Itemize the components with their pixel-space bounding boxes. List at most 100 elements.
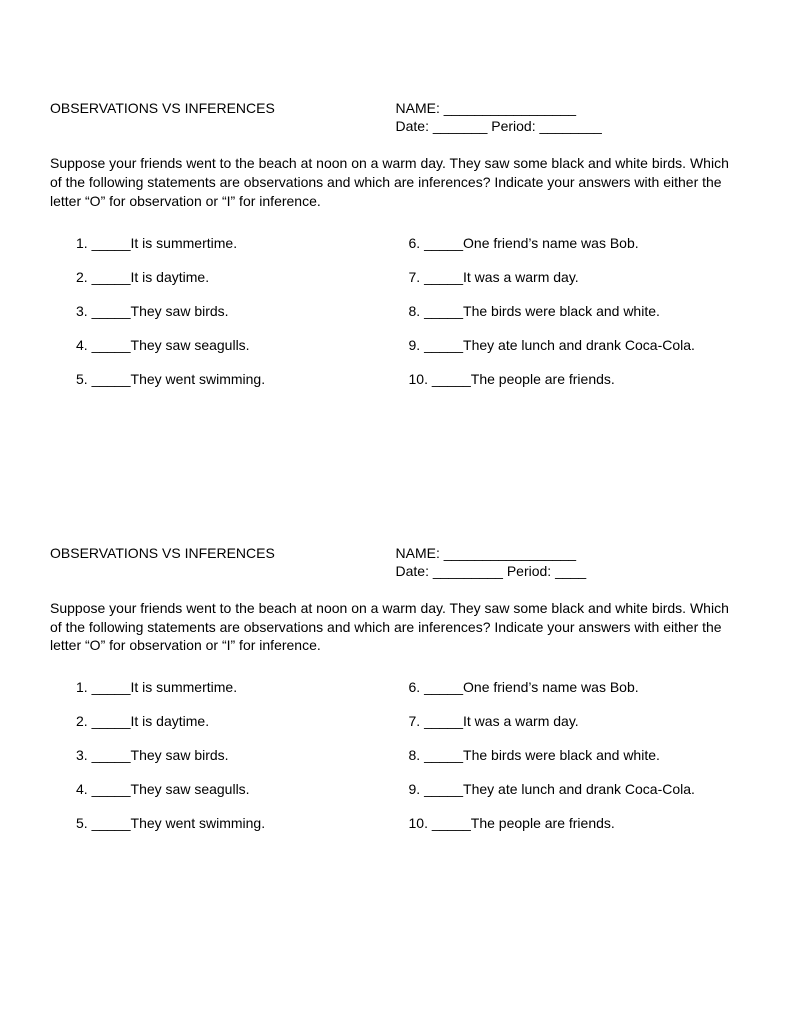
question-item: 2. _____It is daytime. bbox=[76, 713, 409, 729]
answer-blank: _____ bbox=[432, 371, 471, 387]
answer-blank: _____ bbox=[424, 303, 463, 319]
question-number: 3. bbox=[76, 303, 88, 319]
answer-blank: _____ bbox=[92, 303, 131, 319]
question-number: 10. bbox=[409, 815, 428, 831]
question-number: 10. bbox=[409, 371, 428, 387]
question-number: 1. bbox=[76, 235, 88, 251]
instructions-text: Suppose your friends went to the beach a… bbox=[50, 599, 741, 656]
header-row-2: Date: _______ Period: ________ bbox=[50, 118, 741, 134]
answer-blank: _____ bbox=[424, 713, 463, 729]
date-period-field: Date: _________ Period: ____ bbox=[396, 563, 742, 579]
question-item: 7. _____It was a warm day. bbox=[409, 269, 742, 285]
question-number: 7. bbox=[409, 713, 421, 729]
question-text: It is summertime. bbox=[131, 679, 238, 695]
question-item: 4. _____They saw seagulls. bbox=[76, 337, 409, 353]
question-item: 5. _____They went swimming. bbox=[76, 815, 409, 831]
question-text: The birds were black and white. bbox=[463, 747, 660, 763]
questions-right-column: 6. _____One friend’s name was Bob. 7. __… bbox=[409, 235, 742, 405]
question-text: They saw seagulls. bbox=[131, 781, 250, 797]
question-number: 6. bbox=[409, 235, 421, 251]
answer-blank: _____ bbox=[92, 679, 131, 695]
question-text: They ate lunch and drank Coca-Cola. bbox=[463, 781, 695, 797]
spacer bbox=[50, 118, 396, 134]
answer-blank: _____ bbox=[424, 679, 463, 695]
question-number: 1. bbox=[76, 679, 88, 695]
question-item: 8. _____The birds were black and white. bbox=[409, 747, 742, 763]
question-text: They saw birds. bbox=[131, 747, 229, 763]
worksheet-title: OBSERVATIONS VS INFERENCES bbox=[50, 100, 396, 116]
question-item: 4. _____They saw seagulls. bbox=[76, 781, 409, 797]
answer-blank: _____ bbox=[92, 815, 131, 831]
question-text: The birds were black and white. bbox=[463, 303, 660, 319]
questions-left-column: 1. _____It is summertime. 2. _____It is … bbox=[76, 235, 409, 405]
instructions-text: Suppose your friends went to the beach a… bbox=[50, 154, 741, 211]
header-row: OBSERVATIONS VS INFERENCES NAME: _______… bbox=[50, 100, 741, 116]
answer-blank: _____ bbox=[92, 781, 131, 797]
question-item: 1. _____It is summertime. bbox=[76, 679, 409, 695]
answer-blank: _____ bbox=[432, 815, 471, 831]
question-text: It was a warm day. bbox=[463, 269, 579, 285]
question-number: 3. bbox=[76, 747, 88, 763]
questions-container: 1. _____It is summertime. 2. _____It is … bbox=[50, 235, 741, 405]
question-number: 5. bbox=[76, 371, 88, 387]
question-item: 5. _____They went swimming. bbox=[76, 371, 409, 387]
header-row-2: Date: _________ Period: ____ bbox=[50, 563, 741, 579]
question-text: It is daytime. bbox=[131, 269, 210, 285]
name-field: NAME: _________________ bbox=[396, 100, 742, 116]
question-item: 9. _____They ate lunch and drank Coca-Co… bbox=[409, 781, 742, 797]
question-item: 8. _____The birds were black and white. bbox=[409, 303, 742, 319]
question-number: 2. bbox=[76, 713, 88, 729]
question-text: The people are friends. bbox=[471, 371, 615, 387]
question-number: 8. bbox=[409, 747, 421, 763]
question-item: 6. _____One friend’s name was Bob. bbox=[409, 679, 742, 695]
questions-container: 1. _____It is summertime. 2. _____It is … bbox=[50, 679, 741, 849]
answer-blank: _____ bbox=[424, 337, 463, 353]
name-field: NAME: _________________ bbox=[396, 545, 742, 561]
question-number: 9. bbox=[409, 337, 421, 353]
worksheet-title: OBSERVATIONS VS INFERENCES bbox=[50, 545, 396, 561]
question-number: 5. bbox=[76, 815, 88, 831]
question-text: They went swimming. bbox=[131, 371, 266, 387]
answer-blank: _____ bbox=[92, 269, 131, 285]
question-number: 4. bbox=[76, 781, 88, 797]
questions-left-column: 1. _____It is summertime. 2. _____It is … bbox=[76, 679, 409, 849]
question-number: 2. bbox=[76, 269, 88, 285]
answer-blank: _____ bbox=[92, 337, 131, 353]
answer-blank: _____ bbox=[92, 371, 131, 387]
question-number: 9. bbox=[409, 781, 421, 797]
question-text: It was a warm day. bbox=[463, 713, 579, 729]
header-row: OBSERVATIONS VS INFERENCES NAME: _______… bbox=[50, 545, 741, 561]
question-text: It is summertime. bbox=[131, 235, 238, 251]
date-period-field: Date: _______ Period: ________ bbox=[396, 118, 742, 134]
answer-blank: _____ bbox=[424, 235, 463, 251]
answer-blank: _____ bbox=[424, 269, 463, 285]
answer-blank: _____ bbox=[424, 781, 463, 797]
question-item: 1. _____It is summertime. bbox=[76, 235, 409, 251]
questions-right-column: 6. _____One friend’s name was Bob. 7. __… bbox=[409, 679, 742, 849]
worksheet-1: OBSERVATIONS VS INFERENCES NAME: _______… bbox=[50, 100, 741, 405]
question-item: 7. _____It was a warm day. bbox=[409, 713, 742, 729]
question-text: The people are friends. bbox=[471, 815, 615, 831]
question-text: They saw birds. bbox=[131, 303, 229, 319]
question-item: 9. _____They ate lunch and drank Coca-Co… bbox=[409, 337, 742, 353]
question-text: One friend’s name was Bob. bbox=[463, 235, 639, 251]
spacer bbox=[50, 563, 396, 579]
answer-blank: _____ bbox=[92, 713, 131, 729]
answer-blank: _____ bbox=[92, 235, 131, 251]
question-number: 7. bbox=[409, 269, 421, 285]
question-number: 6. bbox=[409, 679, 421, 695]
question-text: They ate lunch and drank Coca-Cola. bbox=[463, 337, 695, 353]
question-number: 4. bbox=[76, 337, 88, 353]
question-text: They went swimming. bbox=[131, 815, 266, 831]
question-item: 10. _____The people are friends. bbox=[409, 815, 742, 831]
worksheet-2: OBSERVATIONS VS INFERENCES NAME: _______… bbox=[50, 545, 741, 850]
question-item: 3. _____They saw birds. bbox=[76, 747, 409, 763]
question-item: 6. _____One friend’s name was Bob. bbox=[409, 235, 742, 251]
question-text: It is daytime. bbox=[131, 713, 210, 729]
question-item: 3. _____They saw birds. bbox=[76, 303, 409, 319]
question-number: 8. bbox=[409, 303, 421, 319]
question-text: They saw seagulls. bbox=[131, 337, 250, 353]
answer-blank: _____ bbox=[92, 747, 131, 763]
answer-blank: _____ bbox=[424, 747, 463, 763]
question-item: 10. _____The people are friends. bbox=[409, 371, 742, 387]
